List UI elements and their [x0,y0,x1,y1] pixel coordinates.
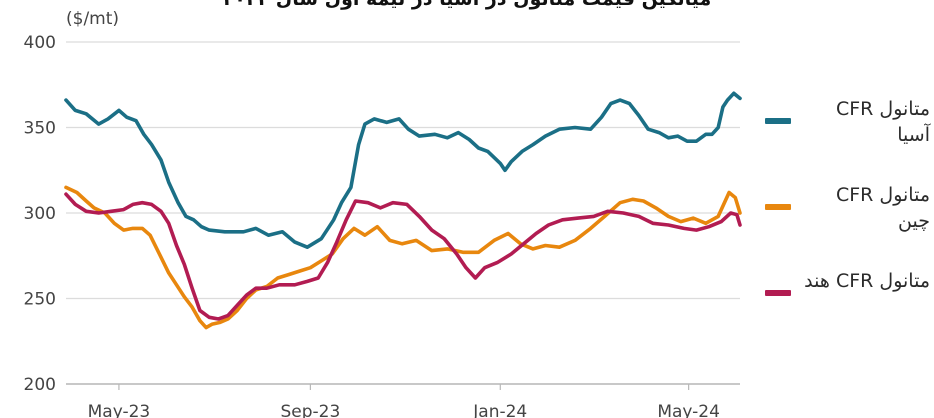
legend-swatch [765,290,791,296]
y-tick-label: 400 [24,33,56,53]
gridlines [66,41,740,385]
legend-item: متانول CFR آسیا [760,96,930,156]
x-tick-label: Jan-24 [472,402,527,418]
x-tick-label: May-24 [657,402,720,418]
legend-label: متانول CFR چین [835,184,930,232]
legend-swatch [765,118,791,124]
x-tick-label: Sep-23 [280,402,340,418]
series-lines [64,91,742,330]
series-line-1 [64,185,742,330]
y-tick-label: 350 [24,119,56,139]
y-tick-label: 300 [24,204,56,224]
series-line-2 [64,192,742,321]
series-line-0 [64,91,742,249]
x-tick-label: May-23 [88,402,151,418]
legend-label: متانول CFR هند [804,270,930,292]
y-axis-unit-label: ($/mt) [66,9,119,29]
legend-item: متانول CFR چین [760,182,930,242]
y-tick-label: 250 [24,290,56,310]
legend-swatch [765,204,791,210]
axes: 400 350 300 250 200 May-23 Sep-23 Jan-24 May-24 [24,33,740,418]
legend-label: متانول CFR آسیا [835,98,930,146]
y-tick-label: 200 [24,375,56,395]
legend-item: متانول CFR هند [760,268,930,328]
chart-title: میانگین قیمت متانول در آسیا در نیمه اول … [0,0,934,10]
